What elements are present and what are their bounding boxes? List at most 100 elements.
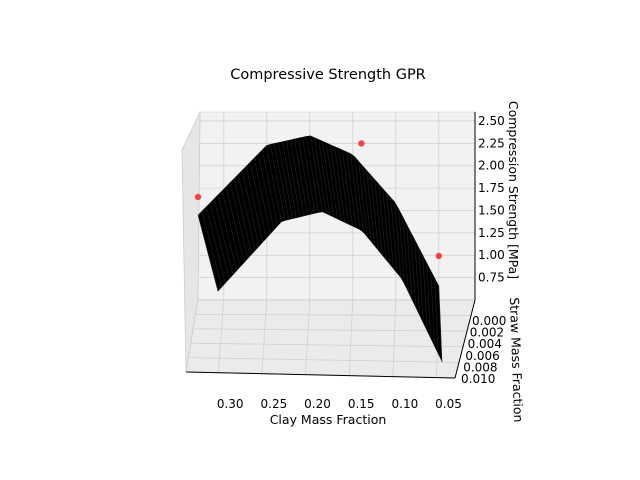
surface-wire (314, 137, 327, 214)
surface-wire (201, 210, 223, 288)
surface-wire (418, 246, 424, 324)
x-tick-labels: 0.30 0.25 0.20 0.15 0.10 0.05 (217, 397, 462, 411)
y-tick-label: 0.004 (468, 337, 502, 351)
y-tick-label: 0.002 (470, 326, 504, 340)
grid-line-x-floor (348, 299, 354, 376)
surface-wire (213, 198, 234, 276)
z-tick-label: 1.75 (478, 181, 505, 195)
surface-wire (346, 151, 357, 229)
grid-line-y (190, 342, 464, 348)
surface-wire (414, 239, 420, 316)
grid-line-y (188, 357, 460, 363)
surface-wire (390, 197, 398, 274)
data-point (194, 193, 202, 201)
surface-wire (290, 139, 305, 217)
surface-wire (334, 146, 346, 223)
surface-wire (229, 182, 249, 259)
x-tick-label: 0.20 (304, 397, 331, 411)
surface-wire (374, 178, 383, 256)
y-tick-label: 0.006 (465, 349, 499, 363)
surface-wire (322, 140, 335, 218)
surface-wire (265, 145, 282, 223)
surface-fill (198, 135, 442, 362)
surface-plot (197, 135, 443, 363)
surface-wire (398, 208, 405, 285)
grid-line-x-floor (261, 299, 268, 374)
data-point (435, 252, 442, 260)
surface-wire (237, 174, 256, 251)
surface-wire (382, 188, 391, 265)
axes (185, 112, 476, 379)
surface-wire (330, 144, 342, 221)
y-tick-label: 0.010 (461, 372, 495, 386)
surface-wire (294, 138, 308, 216)
surface-wire (434, 277, 439, 355)
surface-wire (253, 157, 271, 235)
surface-wire (338, 147, 349, 225)
z-tick-label: 2.50 (478, 114, 505, 128)
surface-wire (438, 285, 443, 363)
surface-wire (342, 149, 353, 227)
surface-wire (430, 270, 435, 347)
surface-wire (422, 254, 428, 332)
grid-line-x-floor (305, 299, 311, 375)
z-tick-label: 1.50 (478, 203, 505, 217)
x-tick-label: 0.10 (392, 397, 419, 411)
surface-wire (233, 178, 252, 255)
surface-wire (221, 190, 241, 267)
surface-wire (285, 140, 301, 218)
data-point (358, 140, 365, 147)
grid-line-x-floor (392, 299, 397, 377)
x-tick-label: 0.25 (261, 397, 288, 411)
x-tick-label: 0.15 (348, 397, 375, 411)
z-axis-label: Compression Strength [MPa] (506, 101, 521, 279)
x-axis-label: Clay Mass Fraction (270, 412, 387, 427)
surface-wire (386, 192, 394, 270)
surface-wire (261, 149, 279, 227)
surface-wire (366, 169, 376, 247)
surface-wire (197, 214, 219, 292)
surface-wire (310, 135, 323, 213)
y-axis-label: Straw Mass Fraction (507, 297, 526, 423)
z-tick-label: 0.75 (478, 271, 505, 285)
data-points (194, 140, 442, 260)
surface-wire (302, 136, 316, 214)
surface-wire (209, 202, 230, 280)
surface-wire (354, 156, 364, 233)
z-tick-label: 2.25 (478, 136, 505, 150)
surface-wire (273, 143, 290, 220)
surface-wire (350, 153, 361, 230)
surface-wire (281, 141, 297, 219)
surface-wire (362, 165, 372, 242)
chart-title: Compressive Strength GPR (230, 67, 426, 83)
surface-wire (378, 183, 387, 261)
surface-wire (318, 139, 331, 216)
surface-wire (257, 153, 275, 231)
x-axis-line (185, 371, 456, 379)
surface-wire (426, 262, 432, 339)
surface-wire (205, 206, 226, 284)
surface-wire (306, 136, 320, 213)
grid-line-x-floor (217, 299, 225, 373)
surface-wire (269, 144, 286, 221)
surface-wire (358, 160, 368, 238)
x-tick-label: 0.05 (435, 397, 462, 411)
y-tick-label: 0.000 (472, 314, 506, 328)
surface-wire (298, 137, 312, 215)
y-axis-line (454, 299, 476, 379)
z-tick-labels: 0.75 1.00 1.25 1.50 1.75 2.00 2.25 2.50 (478, 114, 505, 285)
z-tick-label: 2.00 (478, 159, 505, 173)
surface-wire (394, 201, 402, 279)
z-tick-label: 1.25 (478, 226, 505, 240)
surface-wire (245, 165, 264, 243)
grid-line-y (193, 328, 468, 332)
surface-wire (225, 186, 245, 263)
surface-wire (402, 216, 409, 293)
surface-wire (410, 231, 417, 309)
surface-wire (370, 174, 379, 251)
surface-wire (277, 142, 293, 219)
surface-wire (406, 223, 413, 301)
surface-wire (241, 169, 260, 247)
